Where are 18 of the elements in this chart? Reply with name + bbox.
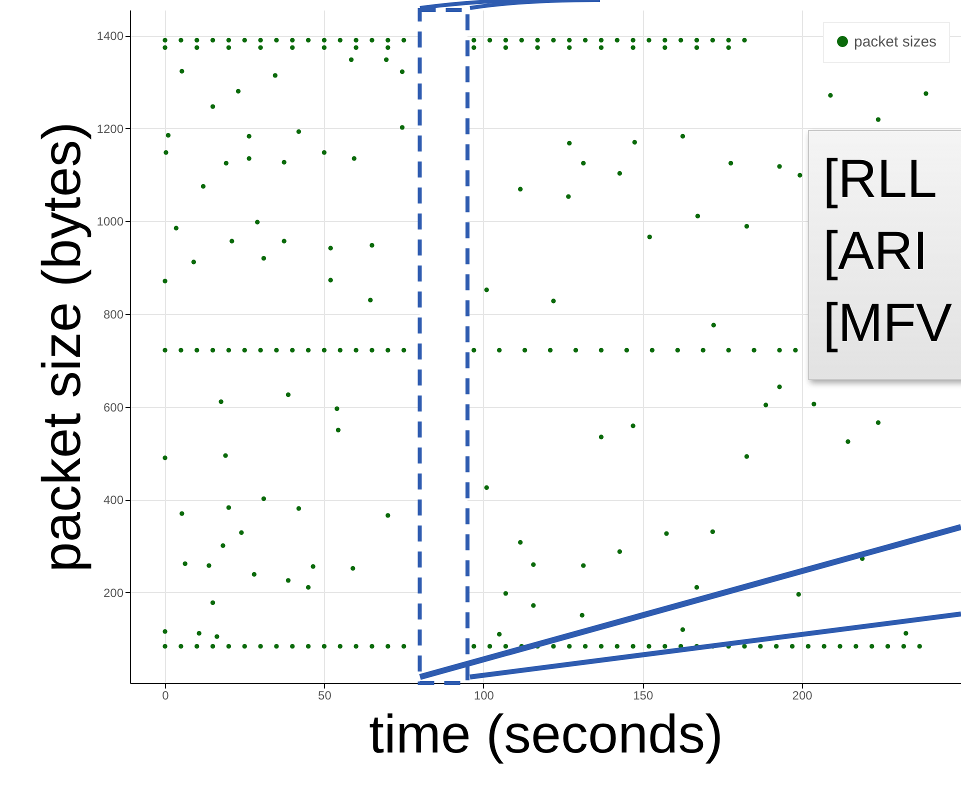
x-axis-title: time (seconds) bbox=[368, 704, 724, 764]
annotation: [MFV bbox=[823, 292, 953, 355]
y-tick-label: 1400 bbox=[96, 29, 124, 44]
y-tick-label: 1200 bbox=[96, 122, 124, 136]
y-tick-label: 800 bbox=[103, 308, 124, 322]
y-tick-label: 1000 bbox=[96, 214, 124, 229]
annotation: [ARI bbox=[823, 220, 930, 283]
x-tick-label: 150 bbox=[633, 688, 654, 702]
y-tick-label: 200 bbox=[103, 586, 124, 600]
y-tick-label: 600 bbox=[103, 400, 124, 414]
y-tick-label: 400 bbox=[103, 493, 124, 508]
x-tick-label: 50 bbox=[318, 688, 332, 702]
annotation: [RLL bbox=[823, 148, 938, 211]
x-tick-label: 100 bbox=[474, 688, 494, 702]
x-tick-label: 0 bbox=[162, 688, 170, 702]
x-tick-label: 200 bbox=[792, 688, 813, 702]
y-axis-title: packet size (bytes) bbox=[32, 122, 92, 572]
legend-label: packet sizes bbox=[854, 34, 937, 50]
